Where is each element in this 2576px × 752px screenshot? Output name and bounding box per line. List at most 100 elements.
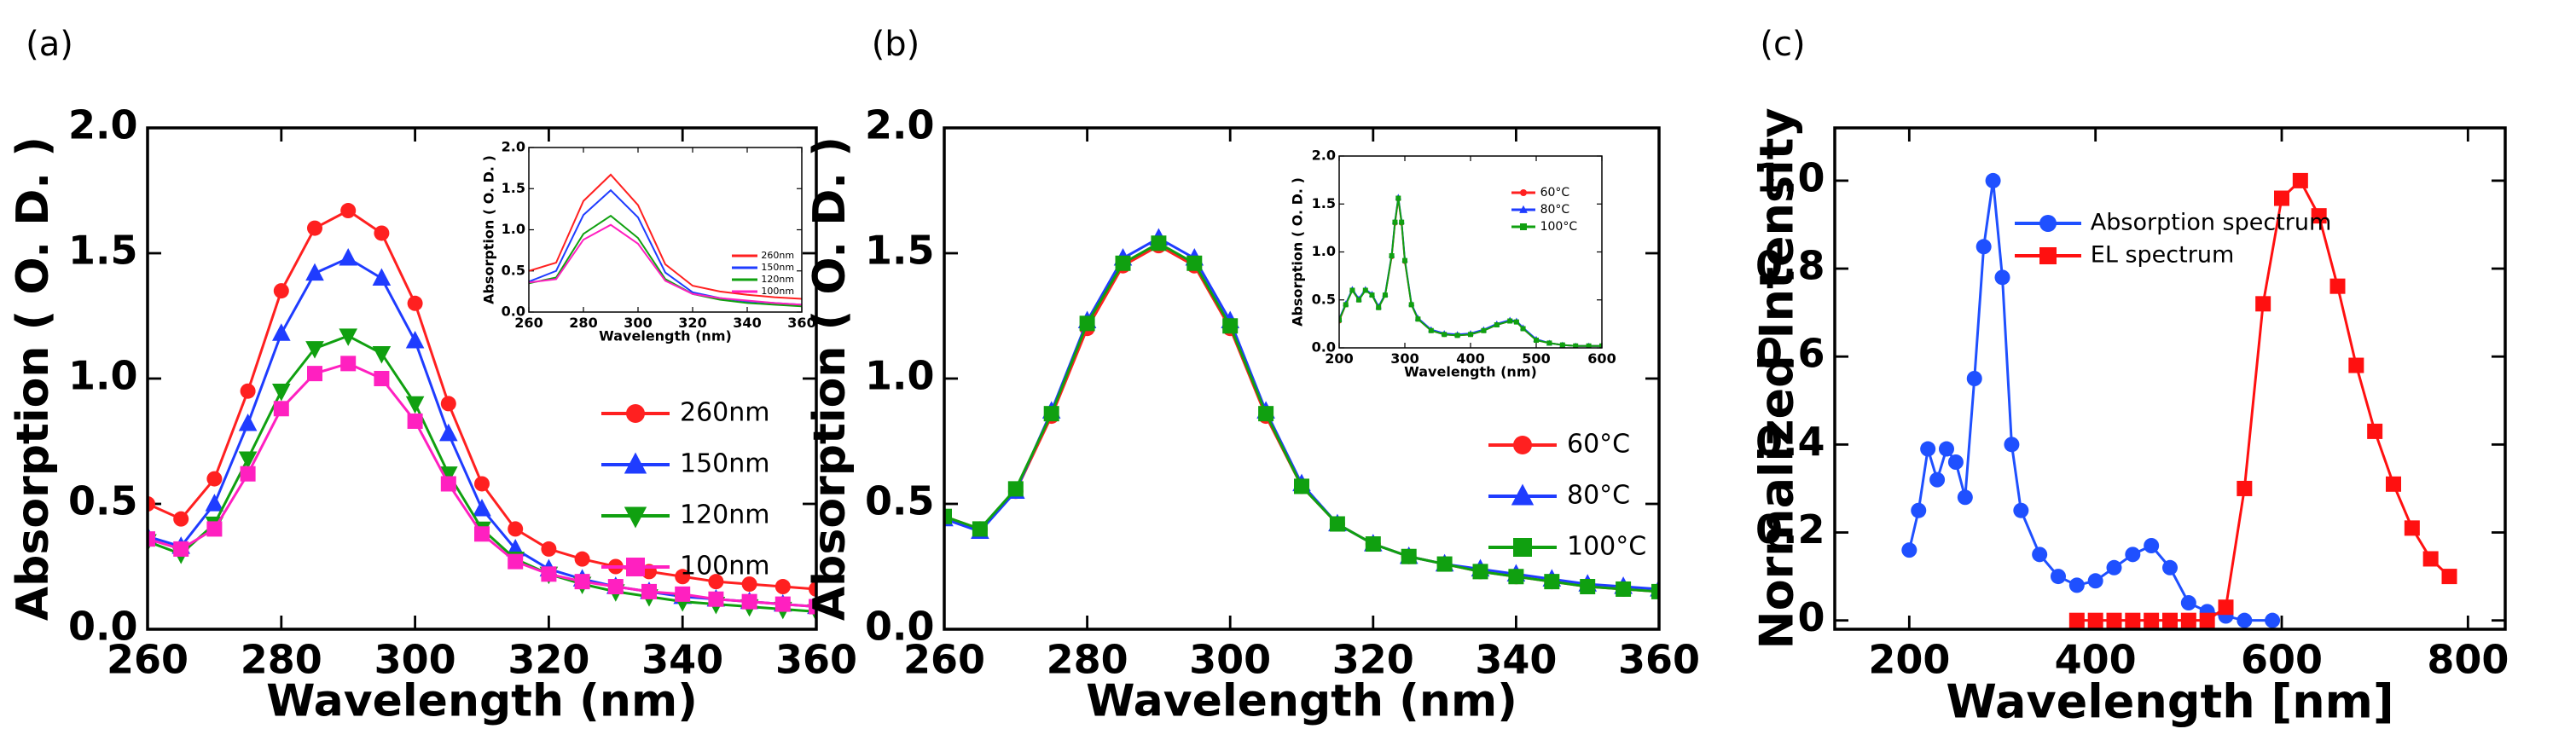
marker [2329, 278, 2346, 294]
marker [307, 220, 322, 236]
y-tick-label: 1.5 [865, 228, 935, 274]
x-tick-label: 300 [1390, 350, 1419, 367]
plot-area [1835, 128, 2505, 629]
plot: 200 300 400 500 600 0.0 0.5 1.0 1.5 2.0 Wavelength… [1290, 148, 1616, 380]
plot-frame [943, 126, 1661, 631]
marker [2013, 502, 2029, 518]
plot: 260 280 300 320 340 360 0.0 0.5 1.0 1.5 2.0 Wavelen… [481, 139, 816, 344]
series-group [1901, 172, 2457, 628]
marker [2180, 595, 2196, 611]
marker [624, 506, 647, 529]
y-tick-label: 1.0 [1312, 243, 1336, 259]
marker [439, 466, 458, 484]
marker [2348, 357, 2364, 373]
y-tick-label: 1.0 [1755, 154, 1825, 200]
marker [2106, 559, 2122, 576]
y-tick-label: 0.5 [68, 478, 138, 524]
x-tick-label: 260 [107, 637, 189, 683]
x-tick-label: 200 [1325, 350, 1353, 367]
marker [626, 558, 645, 576]
marker [1079, 315, 1095, 332]
marker [2292, 172, 2308, 188]
x-tick-label: 300 [374, 637, 456, 683]
legend-label: 100nm [761, 286, 794, 297]
marker [2039, 215, 2057, 232]
y-tick-label: 2.0 [502, 139, 525, 155]
marker [1651, 583, 1659, 599]
marker [1508, 569, 1524, 585]
x-tick-label: 320 [1332, 637, 1414, 683]
x-tick-label: 360 [787, 315, 815, 331]
x-tick-label: 800 [2427, 637, 2509, 683]
marker [148, 531, 155, 547]
x-tick-label: 400 [2055, 637, 2137, 683]
marker [474, 476, 490, 492]
marker [1436, 556, 1453, 572]
x-tick-label: 600 [1587, 350, 1616, 367]
marker [1559, 342, 1565, 348]
x-tick-label: 260 [514, 315, 542, 331]
x-tick-label: 300 [1189, 637, 1271, 683]
marker [1186, 255, 1203, 271]
x-tick-label: 320 [508, 637, 589, 683]
marker [1544, 574, 1560, 590]
marker [1222, 318, 1239, 334]
marker [2274, 190, 2289, 206]
x-tick-label: 340 [1475, 637, 1557, 683]
marker [1573, 343, 1579, 348]
marker [372, 268, 392, 286]
marker [374, 371, 390, 386]
y-axis-label: Normalized Intensity [1750, 107, 1804, 649]
marker [1511, 483, 1535, 506]
x-tick-label: 280 [1047, 637, 1128, 683]
panel-label: (c) [1760, 25, 1805, 64]
marker [2404, 520, 2420, 536]
legend-label: 120nm [761, 274, 794, 285]
y-tick-label: 0.2 [1755, 506, 1825, 552]
marker [1329, 516, 1345, 532]
marker [2180, 612, 2196, 628]
marker [2162, 612, 2178, 628]
marker [1513, 319, 1519, 325]
marker [439, 423, 458, 442]
marker [508, 521, 524, 537]
marker [1513, 538, 1532, 557]
series-line [529, 223, 802, 306]
y-tick-label: 0.0 [865, 604, 935, 650]
x-axis-label: Wavelength (nm) [599, 327, 732, 344]
marker [2106, 612, 2122, 628]
marker [1376, 304, 1382, 310]
marker [1929, 471, 1946, 488]
y-tick-label: 1.5 [502, 180, 525, 196]
marker [2237, 612, 2253, 628]
x-axis-label: Wavelength (nm) [1086, 675, 1517, 726]
x-tick-label: 600 [2241, 637, 2323, 683]
marker [1151, 235, 1167, 252]
marker [675, 586, 691, 602]
marker [2162, 559, 2178, 576]
legend-label: 260nm [761, 250, 794, 261]
plot-frame [1833, 126, 2507, 631]
plot-frame [1338, 155, 1603, 349]
marker [1599, 343, 1602, 348]
plot: (a) 260 280 300 320 340 360 0.0 0.5 1.0 1.5 2.0 Wave… [8, 25, 857, 726]
y-tick-label: 2.0 [68, 102, 138, 148]
marker [173, 511, 189, 527]
x-tick-label: 500 [1522, 350, 1550, 367]
y-tick-label: 0.5 [1312, 291, 1336, 307]
marker [407, 295, 423, 311]
marker [809, 599, 816, 615]
marker [1494, 322, 1500, 327]
marker [675, 569, 691, 585]
marker [1580, 579, 1596, 595]
marker [305, 263, 324, 281]
series-group [944, 228, 1659, 599]
marker [775, 596, 791, 612]
marker [607, 579, 624, 595]
legend-label: 100°C [1540, 220, 1578, 234]
marker [1442, 332, 1448, 338]
marker [305, 341, 324, 359]
marker [339, 328, 357, 346]
marker [1520, 326, 1526, 332]
